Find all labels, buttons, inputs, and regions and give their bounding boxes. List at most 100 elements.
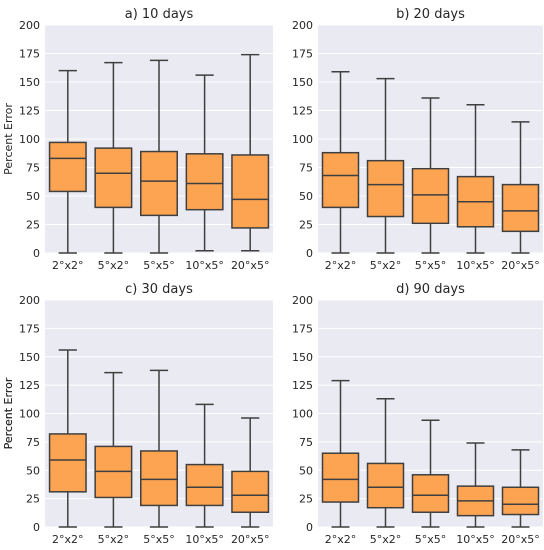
panel-title: a) 10 days xyxy=(125,7,194,22)
box-4 xyxy=(185,74,224,252)
y-tick-label: 175 xyxy=(292,322,313,335)
box-1 xyxy=(48,349,87,528)
y-axis-label: Percent Error xyxy=(2,377,15,449)
box-iqr xyxy=(231,470,270,513)
y-tick-label: 125 xyxy=(292,379,313,392)
y-tick-label: 150 xyxy=(292,351,313,364)
panel-4: 0 25 50 75 100 125 150 175 200 d) 90 days Percent … xyxy=(2,282,543,546)
panel-3: 0 25 50 75 100 125 150 175 200 c) 30 days Percent … xyxy=(2,282,273,546)
x-tick-label: 5°x2° xyxy=(370,259,402,272)
y-tick-label: 150 xyxy=(292,76,313,89)
box-iqr xyxy=(366,159,405,218)
panel-2: 0 25 50 75 100 125 150 175 200 b) 20 days 2°x2° 5°x… xyxy=(292,7,543,272)
box-5 xyxy=(231,417,270,528)
box-iqr xyxy=(48,141,87,193)
box-iqr xyxy=(366,462,405,509)
x-tick-label: 2°x2° xyxy=(325,533,357,546)
y-tick-label: 175 xyxy=(19,322,40,335)
box-4 xyxy=(185,403,224,528)
box-iqr xyxy=(185,153,224,211)
box-iqr xyxy=(321,452,360,503)
box-3 xyxy=(140,59,178,254)
y-tick-label: 150 xyxy=(19,76,40,89)
panel-title: c) 30 days xyxy=(125,282,193,297)
y-tick-label: 25 xyxy=(26,493,40,506)
y-tick-label: 200 xyxy=(292,294,313,307)
x-tick-label: 20°x5° xyxy=(501,533,540,546)
box-2 xyxy=(366,77,405,254)
y-tick-label: 125 xyxy=(19,105,40,118)
y-tick-label: 175 xyxy=(292,48,313,61)
y-tick-label: 25 xyxy=(299,493,313,506)
y-tick-label: 50 xyxy=(299,190,313,203)
box-2 xyxy=(94,61,133,254)
box-iqr xyxy=(140,150,178,217)
y-tick-label: 0 xyxy=(33,247,40,260)
y-tick-label: 200 xyxy=(292,19,313,32)
x-tick-label: 10°x5° xyxy=(185,533,224,546)
x-tick-label: 10°x5° xyxy=(456,533,495,546)
y-axis-label: Percent Error xyxy=(2,377,15,449)
x-tick-label: 10°x5° xyxy=(185,259,224,272)
box-iqr xyxy=(48,433,87,493)
y-tick-label: 0 xyxy=(306,247,313,260)
box-iqr xyxy=(411,474,450,513)
box-iqr xyxy=(501,486,540,516)
y-tick-label: 125 xyxy=(19,379,40,392)
y-tick-label: 75 xyxy=(26,162,40,175)
box-5 xyxy=(501,449,540,528)
x-tick-label: 20°x5° xyxy=(231,259,270,272)
box-3 xyxy=(140,369,178,528)
y-tick-label: 50 xyxy=(26,464,40,477)
y-tick-label: 150 xyxy=(19,351,40,364)
box-iqr xyxy=(231,154,270,229)
y-tick-label: 75 xyxy=(26,436,40,449)
box-2 xyxy=(366,397,405,528)
box-2 xyxy=(94,371,133,528)
y-tick-label: 200 xyxy=(19,294,40,307)
y-tick-label: 0 xyxy=(33,521,40,534)
y-tick-label: 0 xyxy=(306,521,313,534)
box-1 xyxy=(321,70,360,254)
y-tick-label: 100 xyxy=(292,133,313,146)
x-tick-label: 5°x2° xyxy=(98,259,130,272)
y-tick-label: 75 xyxy=(299,162,313,175)
x-tick-label: 2°x2° xyxy=(325,259,357,272)
x-tick-label: 5°x2° xyxy=(370,533,402,546)
box-1 xyxy=(321,379,360,528)
y-tick-label: 100 xyxy=(292,408,313,421)
box-5 xyxy=(501,121,540,254)
y-tick-label: 25 xyxy=(26,219,40,232)
x-tick-label: 2°x2° xyxy=(52,259,84,272)
y-tick-label: 50 xyxy=(26,190,40,203)
panel-title: b) 20 days xyxy=(396,7,465,22)
box-3 xyxy=(411,419,450,528)
y-tick-label: 25 xyxy=(299,219,313,232)
box-iqr xyxy=(94,147,133,209)
y-tick-label: 100 xyxy=(19,133,40,146)
x-tick-label: 10°x5° xyxy=(456,259,495,272)
box-4 xyxy=(456,104,495,254)
y-tick-label: 75 xyxy=(299,436,313,449)
box-3 xyxy=(411,97,450,254)
y-tick-label: 175 xyxy=(19,48,40,61)
box-1 xyxy=(48,69,87,254)
y-axis-label: Percent Error xyxy=(2,103,15,175)
box-4 xyxy=(456,442,495,528)
x-tick-label: 5°x5° xyxy=(415,533,447,546)
panel-title: d) 90 days xyxy=(396,282,465,297)
y-tick-label: 200 xyxy=(19,19,40,32)
y-tick-label: 100 xyxy=(19,408,40,421)
y-tick-label: 50 xyxy=(299,464,313,477)
x-tick-label: 20°x5° xyxy=(231,533,270,546)
x-tick-label: 2°x2° xyxy=(52,533,84,546)
box-iqr xyxy=(501,183,540,233)
box-iqr xyxy=(185,463,224,507)
box-iqr xyxy=(140,450,178,507)
box-iqr xyxy=(411,167,450,225)
panel-1: 0 25 50 75 100 125 150 175 200 a) 10 days Percent … xyxy=(2,7,273,272)
x-tick-label: 5°x2° xyxy=(98,533,130,546)
x-tick-label: 20°x5° xyxy=(501,259,540,272)
box-iqr xyxy=(321,151,360,209)
